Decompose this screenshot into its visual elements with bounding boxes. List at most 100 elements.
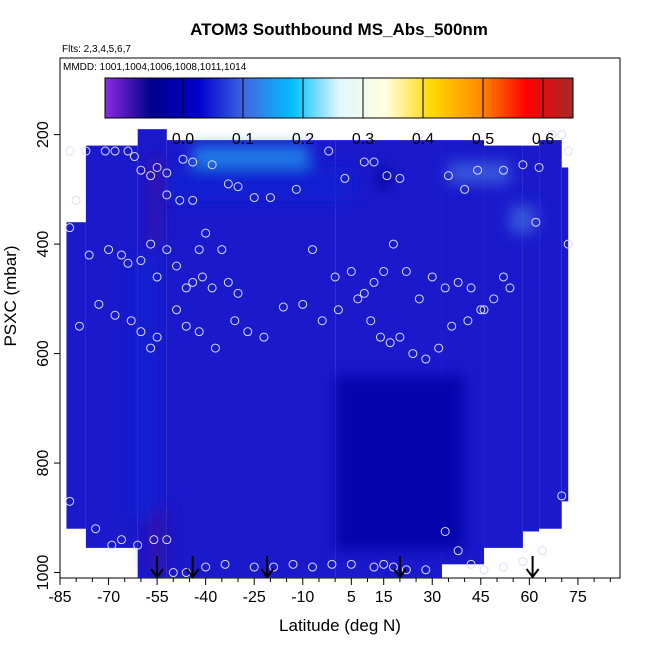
field-feature xyxy=(166,167,352,201)
coverage-cell xyxy=(561,167,569,502)
sample-point xyxy=(172,305,182,315)
sample-point xyxy=(421,565,431,575)
sample-point xyxy=(223,179,233,189)
sample-point xyxy=(346,266,356,276)
sample-point xyxy=(443,171,453,181)
sample-point xyxy=(434,343,444,353)
sample-point xyxy=(175,195,185,205)
sample-point xyxy=(162,190,172,200)
sample-point xyxy=(123,258,133,268)
sample-point xyxy=(133,540,143,550)
sample-point xyxy=(375,332,385,342)
sample-point xyxy=(81,146,91,156)
sample-point xyxy=(379,559,389,569)
sample-point xyxy=(307,562,317,572)
sample-point xyxy=(307,245,317,255)
x-axis-label: Latitude (deg N) xyxy=(279,616,401,635)
sample-point xyxy=(531,217,541,227)
sample-point xyxy=(385,338,395,348)
sample-point xyxy=(146,239,156,249)
sample-point xyxy=(94,299,104,309)
x-tick-label: -25 xyxy=(243,589,266,606)
sample-point xyxy=(557,130,567,140)
sample-point xyxy=(427,272,437,282)
sample-point xyxy=(220,559,230,569)
sample-point xyxy=(288,559,298,569)
y-tick-label: 400 xyxy=(35,231,52,258)
sample-point xyxy=(197,272,207,282)
sample-point xyxy=(476,305,486,315)
sample-point xyxy=(330,272,340,282)
sample-point xyxy=(324,146,334,156)
sample-point xyxy=(188,195,198,205)
y-axis: 200 400 600 800 1000 xyxy=(35,121,60,590)
colorbar-tick-label: 0.1 xyxy=(232,131,254,148)
x-tick-label: 5 xyxy=(347,589,356,606)
sample-point xyxy=(359,157,369,167)
sample-point xyxy=(498,165,508,175)
field-feature xyxy=(448,162,510,184)
sample-point xyxy=(71,195,81,205)
sample-point xyxy=(129,152,139,162)
sample-point xyxy=(466,283,476,293)
sample-point xyxy=(547,130,557,140)
sample-point xyxy=(421,354,431,364)
chart-title: ATOM3 Southbound MS_Abs_500nm xyxy=(190,20,488,39)
sample-point xyxy=(453,277,463,287)
sample-point xyxy=(74,321,84,331)
sample-point xyxy=(201,562,211,572)
sample-point xyxy=(152,332,162,342)
sample-point xyxy=(557,491,567,501)
colorbar-bar xyxy=(104,77,574,119)
sample-point xyxy=(117,250,127,260)
sample-point xyxy=(217,245,227,255)
x-tick-label: -70 xyxy=(97,589,120,606)
sample-point xyxy=(162,535,172,545)
sample-point xyxy=(518,160,528,170)
sample-point xyxy=(379,266,389,276)
sample-points xyxy=(65,130,573,578)
sample-point xyxy=(401,565,411,575)
sample-point xyxy=(291,184,301,194)
sample-point xyxy=(366,316,376,326)
colorbar-tick-label: 0.5 xyxy=(472,131,494,148)
sample-point xyxy=(505,283,515,293)
sample-point xyxy=(146,343,156,353)
sample-point xyxy=(473,165,483,175)
sample-point xyxy=(269,562,279,572)
sample-point xyxy=(84,250,94,260)
sample-point xyxy=(453,546,463,556)
colorbar: 0.0 0.1 0.2 0.3 0.4 0.5 0.6 xyxy=(104,77,574,148)
y-tick-label: 200 xyxy=(35,121,52,148)
sample-point xyxy=(104,245,114,255)
sample-point xyxy=(395,173,405,183)
sample-point xyxy=(249,562,259,572)
x-tick-label: -85 xyxy=(48,589,71,606)
sample-point xyxy=(440,283,450,293)
sample-point xyxy=(146,171,156,181)
sample-point xyxy=(107,540,117,550)
sample-point xyxy=(534,162,544,172)
sample-point xyxy=(440,526,450,536)
sample-point xyxy=(188,157,198,167)
sample-point xyxy=(181,321,191,331)
coverage-cell xyxy=(166,140,336,578)
sample-point xyxy=(265,193,275,203)
sample-point xyxy=(369,562,379,572)
x-tick-label: 60 xyxy=(520,589,538,606)
sample-point xyxy=(249,193,259,203)
sample-point xyxy=(110,310,120,320)
sample-point xyxy=(207,160,217,170)
field-feature xyxy=(509,205,536,234)
sample-point xyxy=(359,288,369,298)
sample-point xyxy=(369,277,379,287)
sample-point xyxy=(65,223,75,233)
x-tick-label: 15 xyxy=(375,589,393,606)
sample-point xyxy=(382,171,392,181)
sample-point xyxy=(181,283,191,293)
field-feature xyxy=(192,145,310,168)
sample-point xyxy=(207,283,217,293)
x-tick-label: 75 xyxy=(569,589,587,606)
sample-point xyxy=(537,546,547,556)
sample-point xyxy=(152,272,162,282)
